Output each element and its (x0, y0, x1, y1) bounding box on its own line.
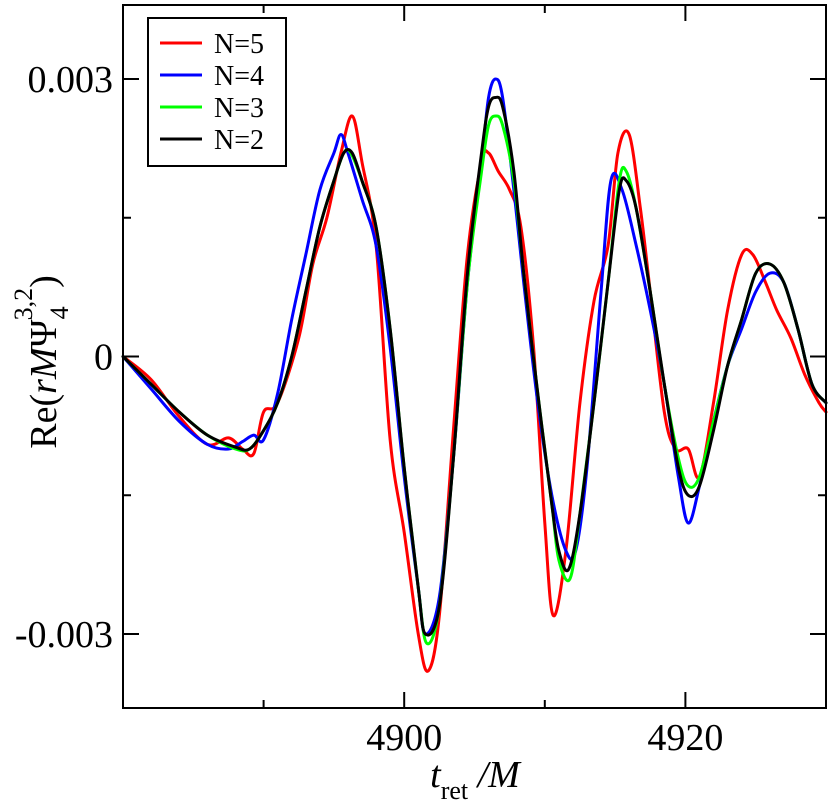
x-tick-label: 4920 (647, 717, 723, 759)
y-tick-label: 0.003 (28, 59, 114, 101)
x-tick-label: 4900 (366, 717, 442, 759)
y-label-superscript: 3,2 (9, 288, 38, 321)
x-axis-label: tret /M (430, 754, 522, 805)
legend-label-n3: N=3 (214, 93, 264, 124)
series-layer (121, 77, 828, 673)
legend-label-n5: N=5 (214, 29, 264, 60)
y-label-italic: rM (23, 345, 65, 394)
y-label-suffix: ) (23, 275, 65, 288)
ticks-layer: 4900 4920 0.003 0 -0.003 (15, 5, 827, 759)
y-label-subscript: 4 (45, 306, 74, 319)
x-label-rest: /M (468, 754, 522, 796)
y-axis-label: Re(rMΨ4 3,2) (9, 275, 74, 449)
series-line-n2 (121, 95, 828, 637)
y-tick-label: -0.003 (15, 614, 113, 656)
x-label-main: t (430, 754, 442, 796)
legend-label-n2: N=2 (214, 125, 264, 156)
svg-text:Re(rMΨ43,2): Re(rMΨ4 3,2) (9, 275, 74, 449)
y-tick-label: 0 (94, 337, 113, 379)
x-label-subscript: ret (441, 776, 469, 805)
legend-label-n4: N=4 (214, 61, 264, 92)
y-label-greek: Ψ (23, 319, 65, 347)
series-line-n4 (121, 77, 828, 636)
legend: N=5N=4N=3N=2 (147, 17, 287, 167)
y-label-prefix: Re( (23, 394, 65, 449)
